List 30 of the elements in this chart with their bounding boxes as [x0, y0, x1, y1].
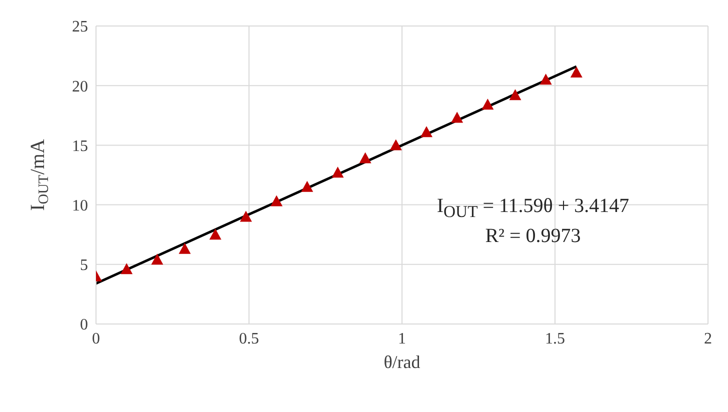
point [209, 228, 222, 240]
y-tick-label: 0 [80, 316, 88, 334]
point [420, 126, 432, 138]
x-tick-label: 2 [704, 330, 712, 348]
point [482, 98, 494, 110]
point [270, 195, 283, 206]
x-axis-title: θ/rad [384, 352, 420, 372]
x-tick-label: 0.5 [239, 330, 259, 348]
point [359, 152, 372, 164]
y-tick-label: 5 [80, 257, 88, 274]
annotation: R² = 0.9973 [484, 224, 582, 248]
point [540, 74, 552, 85]
point [332, 166, 344, 178]
annotation: I$_{OUT}$ = 11.59θ + 3.4147 [436, 194, 630, 223]
x-tick-label: 1.5 [545, 330, 565, 348]
x-tick-label: 1 [398, 330, 406, 348]
point [451, 112, 464, 123]
point [178, 242, 191, 254]
point [509, 89, 522, 100]
point [120, 263, 133, 274]
x-tick-label: 0 [92, 330, 100, 348]
y-tick-label: 20 [72, 78, 88, 96]
y-tick-label: 25 [72, 18, 88, 36]
point [390, 139, 402, 150]
point [570, 66, 582, 78]
point [301, 180, 314, 192]
y-tick-label: 10 [72, 197, 88, 214]
point [240, 210, 252, 222]
y-tick-label: 15 [72, 138, 88, 155]
point [151, 254, 164, 265]
